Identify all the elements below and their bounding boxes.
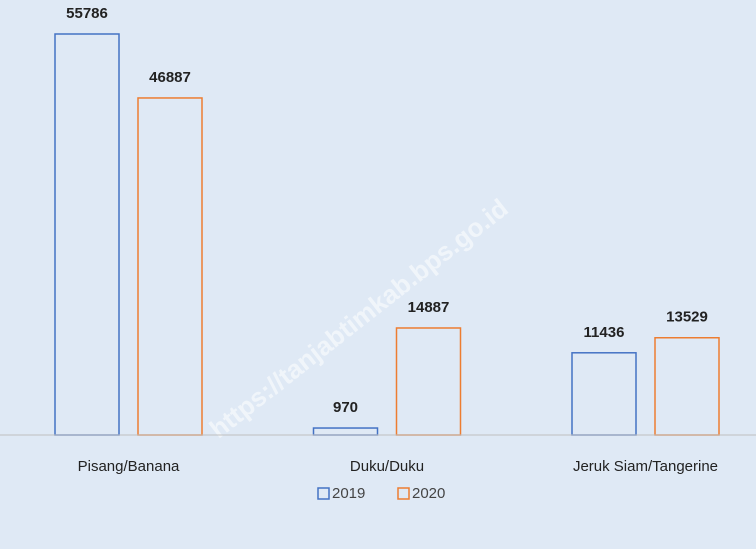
- data-label: 13529: [666, 309, 708, 326]
- bar: [395, 327, 462, 436]
- watermark: https://tanjabtimkab.bps.go.id: [204, 193, 514, 444]
- data-label: 11436: [584, 324, 625, 341]
- x-tick-label: Duku/Duku: [350, 458, 424, 475]
- bar: [137, 97, 203, 436]
- bar: [571, 352, 637, 436]
- legend-label: 2020: [412, 485, 445, 502]
- x-tick-label: Jeruk Siam/Tangerine: [573, 458, 718, 475]
- data-label: 970: [333, 399, 358, 416]
- bar: [654, 337, 720, 436]
- legend-swatch: [397, 487, 410, 500]
- bar: [312, 427, 379, 436]
- data-label: 55786: [66, 5, 108, 22]
- legend-swatch: [317, 487, 330, 500]
- x-tick-label: Pisang/Banana: [78, 458, 180, 475]
- legend-label: 2019: [332, 485, 365, 502]
- bar: [54, 33, 120, 436]
- data-label: 46887: [149, 69, 191, 86]
- data-label: 14887: [408, 299, 450, 316]
